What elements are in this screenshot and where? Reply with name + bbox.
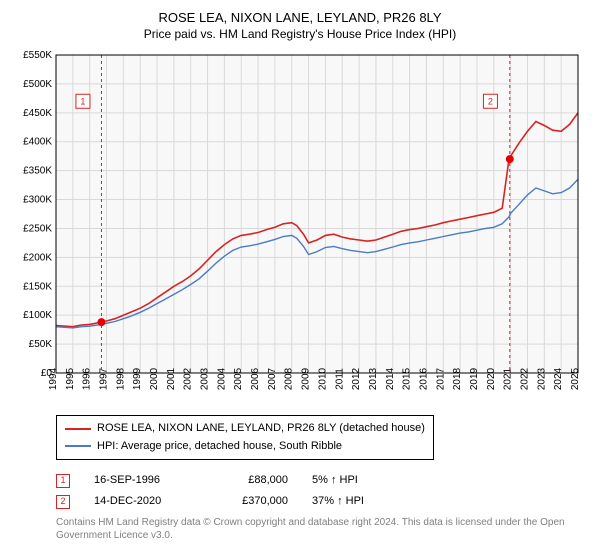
svg-text:2003: 2003 xyxy=(200,367,211,390)
sale-event-price: £88,000 xyxy=(218,470,288,491)
svg-text:1996: 1996 xyxy=(82,367,93,390)
svg-text:2002: 2002 xyxy=(183,367,194,390)
sale-event-row: 2 14-DEC-2020 £370,000 37% ↑ HPI xyxy=(56,491,588,512)
sale-event-date: 16-SEP-1996 xyxy=(94,470,194,491)
svg-text:2019: 2019 xyxy=(469,367,480,390)
svg-text:2024: 2024 xyxy=(553,367,564,390)
legend-swatch xyxy=(65,445,91,447)
svg-text:2023: 2023 xyxy=(536,367,547,390)
svg-text:£250K: £250K xyxy=(23,223,52,234)
svg-text:1997: 1997 xyxy=(99,367,110,390)
legend-item: ROSE LEA, NIXON LANE, LEYLAND, PR26 8LY … xyxy=(65,420,425,438)
line-chart-svg: £0£50K£100K£150K£200K£250K£300K£350K£400… xyxy=(12,49,588,409)
legend: ROSE LEA, NIXON LANE, LEYLAND, PR26 8LY … xyxy=(56,415,434,460)
legend-swatch xyxy=(65,428,91,430)
footnote: Contains HM Land Registry data © Crown c… xyxy=(56,516,588,542)
svg-text:2009: 2009 xyxy=(301,367,312,390)
chart-subtitle: Price paid vs. HM Land Registry's House … xyxy=(12,27,588,41)
svg-text:2007: 2007 xyxy=(267,367,278,390)
sale-event-diff: 37% ↑ HPI xyxy=(312,491,412,512)
chart-plot-area: £0£50K£100K£150K£200K£250K£300K£350K£400… xyxy=(12,49,588,409)
sale-event-number-box: 1 xyxy=(56,474,70,488)
svg-text:£550K: £550K xyxy=(23,50,52,61)
svg-text:2010: 2010 xyxy=(317,367,328,390)
svg-text:£100K: £100K xyxy=(23,310,52,321)
svg-text:2017: 2017 xyxy=(435,367,446,390)
chart-title: ROSE LEA, NIXON LANE, LEYLAND, PR26 8LY xyxy=(12,10,588,25)
sale-event-price: £370,000 xyxy=(218,491,288,512)
svg-text:2001: 2001 xyxy=(166,367,177,390)
svg-text:£450K: £450K xyxy=(23,108,52,119)
svg-text:2022: 2022 xyxy=(519,367,530,390)
svg-text:£500K: £500K xyxy=(23,79,52,90)
svg-text:£150K: £150K xyxy=(23,281,52,292)
chart-container: ROSE LEA, NIXON LANE, LEYLAND, PR26 8LY … xyxy=(0,0,600,550)
svg-text:2025: 2025 xyxy=(570,367,581,390)
sale-event-row: 1 16-SEP-1996 £88,000 5% ↑ HPI xyxy=(56,470,588,491)
svg-text:£200K: £200K xyxy=(23,252,52,263)
svg-text:2015: 2015 xyxy=(402,367,413,390)
svg-text:£350K: £350K xyxy=(23,166,52,177)
svg-text:2: 2 xyxy=(488,96,493,106)
svg-text:2008: 2008 xyxy=(284,367,295,390)
legend-label: HPI: Average price, detached house, Sout… xyxy=(97,438,342,456)
svg-text:2005: 2005 xyxy=(233,367,244,390)
svg-text:2011: 2011 xyxy=(334,368,345,390)
svg-text:1999: 1999 xyxy=(132,367,143,390)
svg-text:2013: 2013 xyxy=(368,367,379,390)
svg-text:£50K: £50K xyxy=(29,339,53,350)
sale-event-number-box: 2 xyxy=(56,495,70,509)
svg-text:1994: 1994 xyxy=(48,367,59,390)
legend-item: HPI: Average price, detached house, Sout… xyxy=(65,438,425,456)
svg-text:2018: 2018 xyxy=(452,367,463,390)
svg-text:£300K: £300K xyxy=(23,195,52,206)
svg-text:2000: 2000 xyxy=(149,367,160,390)
svg-text:1998: 1998 xyxy=(115,367,126,390)
svg-text:2014: 2014 xyxy=(385,367,396,390)
svg-text:£400K: £400K xyxy=(23,137,52,148)
legend-label: ROSE LEA, NIXON LANE, LEYLAND, PR26 8LY … xyxy=(97,420,425,438)
svg-text:2020: 2020 xyxy=(486,367,497,390)
sale-events-table: 1 16-SEP-1996 £88,000 5% ↑ HPI 2 14-DEC-2020 £… xyxy=(56,470,588,512)
sale-event-diff: 5% ↑ HPI xyxy=(312,470,412,491)
svg-text:1995: 1995 xyxy=(65,367,76,390)
svg-text:1: 1 xyxy=(80,96,85,106)
svg-text:2004: 2004 xyxy=(216,367,227,390)
sale-event-date: 14-DEC-2020 xyxy=(94,491,194,512)
svg-text:2021: 2021 xyxy=(503,367,514,390)
svg-text:2016: 2016 xyxy=(418,367,429,390)
svg-text:2006: 2006 xyxy=(250,367,261,390)
svg-text:2012: 2012 xyxy=(351,367,362,390)
